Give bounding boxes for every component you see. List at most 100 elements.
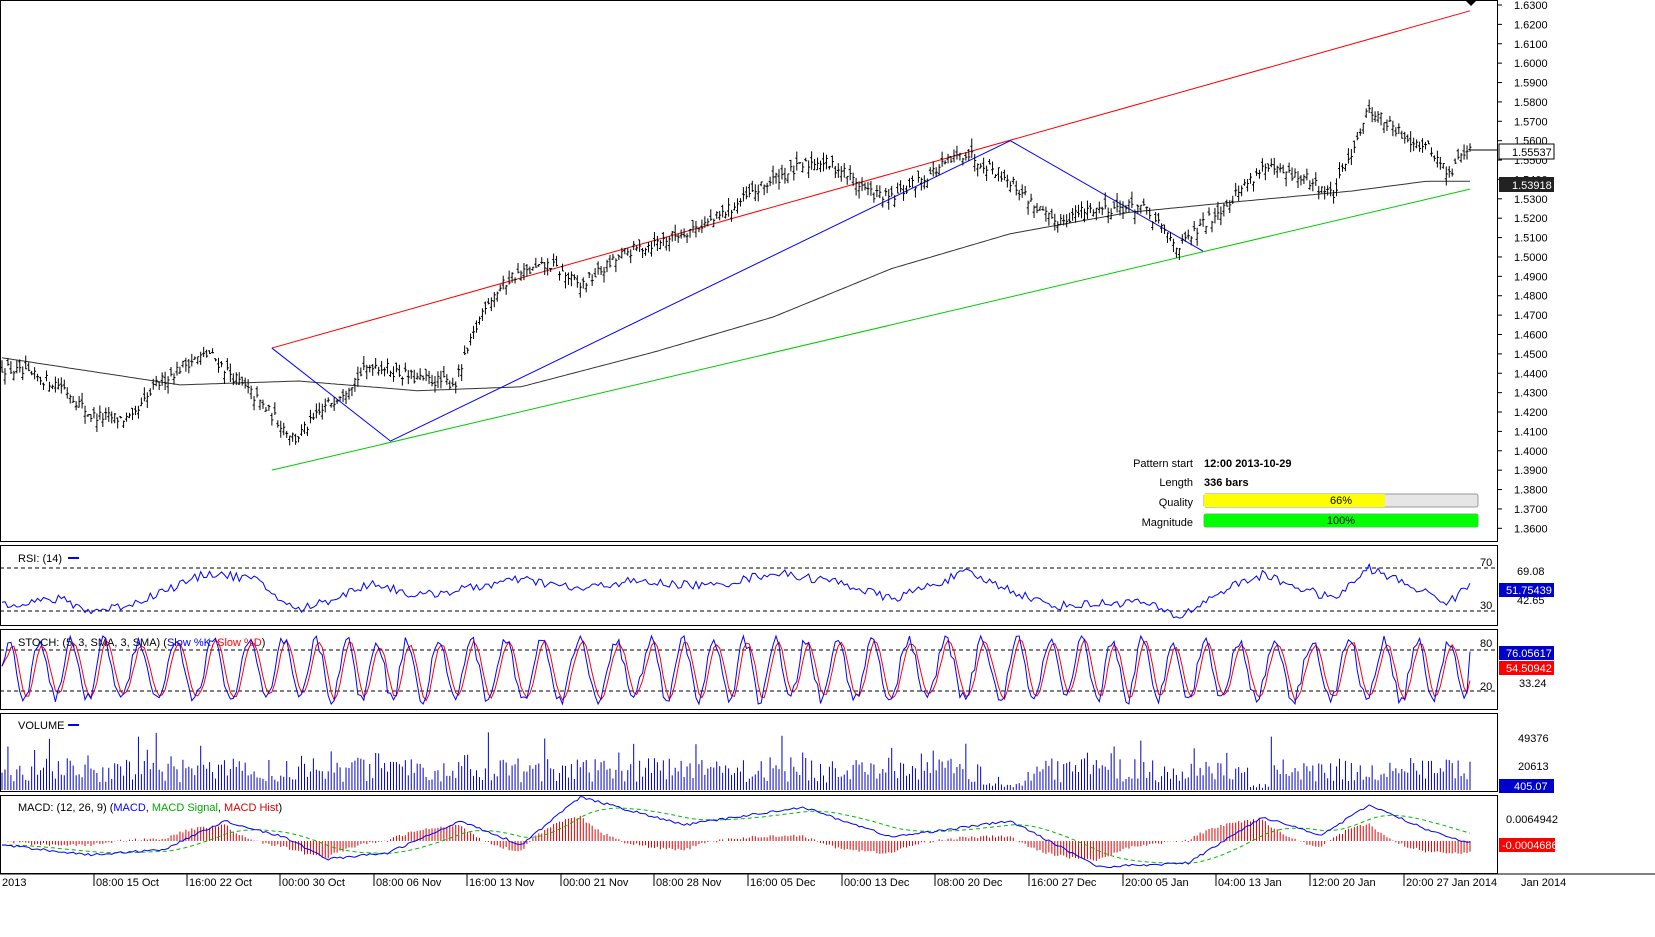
- price-bar: [44, 370, 48, 382]
- quality-label: Quality: [1159, 497, 1194, 509]
- price-bar: [1074, 205, 1078, 223]
- price-bar: [0, 360, 4, 373]
- price-bar: [899, 180, 903, 193]
- price-bar: [1397, 123, 1401, 135]
- price-bar: [1340, 163, 1344, 172]
- price-bar: [816, 157, 820, 171]
- macd-histogram: [4, 815, 1471, 861]
- price-bar: [1032, 205, 1036, 218]
- price-bar: [1219, 206, 1223, 226]
- stoch-panel: [0, 629, 1498, 710]
- price-bar: [629, 249, 633, 264]
- price-bar: [196, 356, 200, 365]
- price-bar: [1329, 181, 1333, 197]
- rsi-line: [1, 562, 1471, 619]
- price-bar: [1183, 231, 1187, 242]
- price-bar: [1127, 199, 1131, 213]
- price-tick-label: 1.5000: [1514, 252, 1548, 264]
- price-bar: [762, 184, 766, 196]
- price-bar: [949, 156, 953, 164]
- price-bar: [1343, 163, 1347, 172]
- time-tick-label: 16:00 13 Nov: [469, 877, 535, 889]
- time-tick-label: 12:00 20 Jan: [1312, 877, 1376, 889]
- price-bar: [1231, 195, 1235, 204]
- price-bar: [706, 218, 710, 227]
- price-bar: [406, 370, 410, 385]
- price-bar: [819, 160, 823, 173]
- price-bar: [721, 204, 725, 218]
- price-bar: [344, 390, 348, 405]
- price-bar: [6, 357, 10, 366]
- price-bar: [964, 152, 968, 161]
- price-bar: [952, 149, 956, 163]
- price-bar: [1281, 164, 1285, 174]
- time-tick-label: 08:00 20 Dec: [937, 877, 1003, 889]
- price-bar: [581, 277, 585, 289]
- price-bar: [1450, 168, 1454, 177]
- stoch-k-current: 76.05617: [1506, 648, 1552, 660]
- price-bar: [291, 432, 295, 442]
- price-bar: [1240, 185, 1244, 197]
- price-bar: [1044, 206, 1048, 222]
- price-bar: [89, 414, 93, 422]
- price-bar: [463, 345, 467, 355]
- price-bar: [1148, 207, 1152, 220]
- price-bar: [688, 228, 692, 238]
- time-axis: 2013 08:00 15 Oct 16:00 22 Oct 00:00 30 Oct…: [2, 874, 1566, 889]
- price-bar: [341, 388, 345, 402]
- price-bar: [172, 373, 176, 385]
- price-tick-label: 1.5100: [1514, 233, 1548, 245]
- price-tick-label: 1.5900: [1514, 78, 1548, 90]
- price-bar: [1332, 189, 1336, 204]
- price-bar: [234, 372, 238, 385]
- price-bar: [1234, 182, 1238, 197]
- price-bar: [789, 159, 793, 172]
- price-bar: [620, 247, 624, 259]
- macd-tick: 0.0064942: [1506, 814, 1558, 826]
- stoch-d-line: [1, 638, 1471, 702]
- price-bar: [540, 257, 544, 265]
- price-bar: [374, 357, 378, 369]
- pattern-info: Pattern start 12:00 2013-10-29 Length 33…: [1133, 458, 1479, 529]
- price-bar: [1272, 157, 1276, 175]
- price-bar: [928, 167, 932, 175]
- price-bar: [371, 364, 375, 376]
- price-bar: [279, 420, 283, 438]
- price-bar: [368, 364, 372, 373]
- price-bar: [658, 240, 662, 250]
- price-bar: [993, 174, 997, 178]
- time-tick-label: 08:00 28 Nov: [656, 877, 722, 889]
- rsi-title: RSI: (14): [18, 553, 62, 565]
- price-bar: [798, 162, 802, 164]
- price-bar: [113, 412, 117, 424]
- price-bar: [1047, 212, 1051, 226]
- price-bar: [246, 379, 250, 394]
- price-bar: [1198, 218, 1202, 227]
- price-bar: [982, 157, 986, 174]
- price-bar: [1124, 204, 1128, 213]
- price-bar: [703, 216, 707, 228]
- scroll-marker-icon[interactable]: [1465, 0, 1477, 6]
- price-bar: [1391, 120, 1395, 137]
- price-tick-label: 1.6200: [1514, 19, 1548, 31]
- price-bar: [249, 385, 253, 400]
- price-bar: [122, 420, 126, 428]
- price-bar: [916, 170, 920, 183]
- price-bar: [317, 402, 321, 415]
- price-bar: [1370, 107, 1374, 123]
- price-bar: [267, 404, 271, 411]
- price-bar: [821, 152, 825, 172]
- price-bar: [80, 392, 84, 409]
- price-bar: [1068, 212, 1072, 224]
- price-bar: [1216, 201, 1220, 221]
- price-bar: [925, 178, 929, 189]
- price-bar: [255, 386, 259, 398]
- price-bar: [480, 308, 484, 321]
- price-bar: [1403, 131, 1407, 144]
- price-bar: [1394, 127, 1398, 137]
- price-bar: [519, 270, 523, 281]
- price-bar: [905, 185, 909, 195]
- price-bar: [792, 165, 796, 181]
- rsi-panel: [0, 545, 1498, 626]
- price-bar: [765, 182, 769, 194]
